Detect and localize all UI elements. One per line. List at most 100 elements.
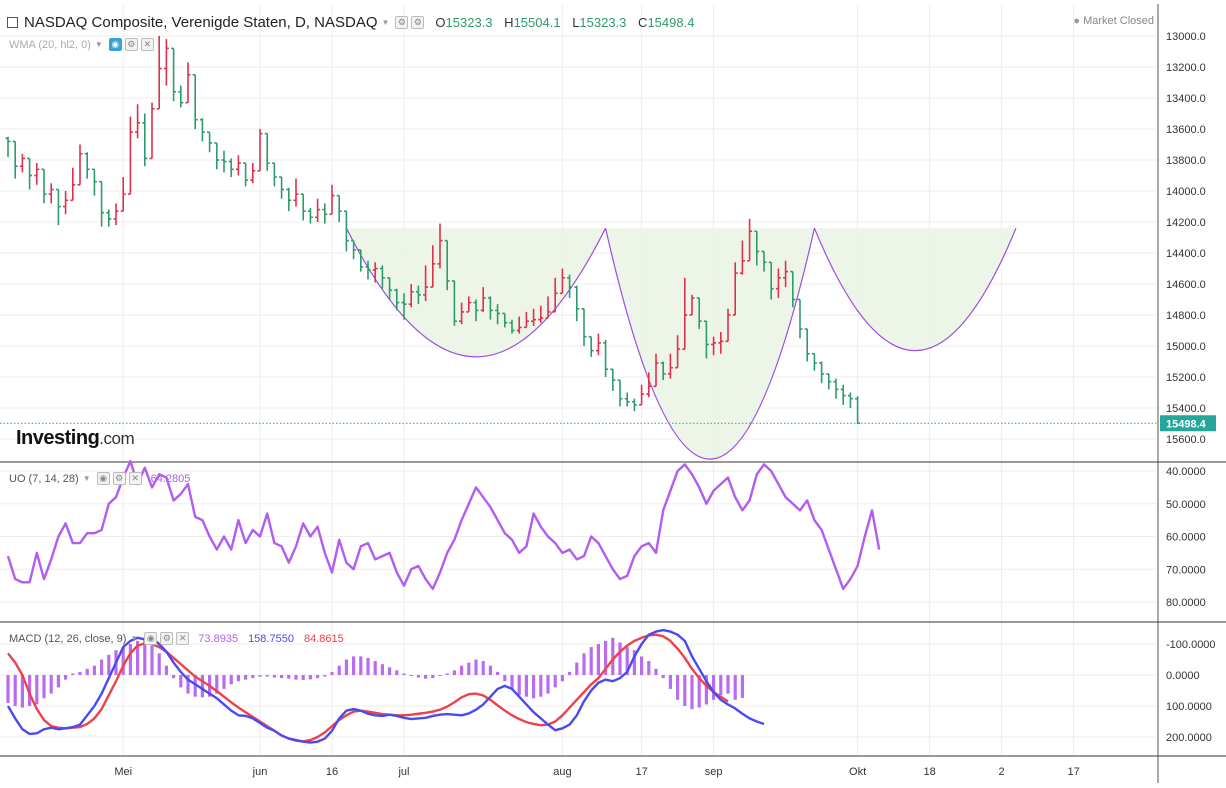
chevron-down-icon[interactable]: ▼ <box>381 18 390 27</box>
ohlc-bar <box>588 335 594 357</box>
chevron-down-icon[interactable]: ▼ <box>94 40 103 49</box>
ohlc-bar <box>372 262 378 283</box>
ohlc-bar <box>761 250 767 272</box>
ohlc-bar <box>286 187 292 212</box>
macd-histogram-bar <box>632 650 636 675</box>
macd-histogram-bar <box>733 675 737 700</box>
ohlc-bar <box>214 142 220 170</box>
gear-icon[interactable]: ⚙ <box>411 16 425 29</box>
eye-icon[interactable]: ◉ <box>108 38 122 51</box>
logo-suffix: .com <box>99 429 135 448</box>
price-axis-tick-label: 13200.0 <box>1166 62 1206 74</box>
macd-histogram-bar <box>107 654 111 675</box>
macd-histogram-bar <box>726 675 730 694</box>
ohlc-bar <box>171 47 177 102</box>
ohlc-bar <box>19 153 25 173</box>
macd-histogram-bar <box>546 675 550 694</box>
ohlc-bar <box>365 260 371 280</box>
ohlc-bar <box>27 157 33 190</box>
ohlc-bar <box>480 287 486 312</box>
ohlc-bar <box>703 320 709 359</box>
eye-icon[interactable]: ◉ <box>144 632 158 645</box>
market-status-text: Market Closed <box>1083 15 1154 27</box>
macd-axis-tick-label: 0.0000 <box>1166 670 1200 682</box>
price-axis-tick-label: 14600.0 <box>1166 279 1206 291</box>
wma-indicator-header: WMA (20, hl2, 0) ▼ ◉ ⚙ ✕ <box>9 38 157 51</box>
ohlc-bar <box>624 392 630 407</box>
instrument-title: NASDAQ Composite, Verenigde Staten, D, N… <box>24 14 378 31</box>
ohlc-bar <box>243 162 249 187</box>
ohlc-bar <box>531 308 537 326</box>
arc-curve <box>813 227 1017 351</box>
macd-histogram-bar <box>683 675 687 706</box>
ohlc-bar <box>646 372 652 398</box>
close-icon[interactable]: ✕ <box>140 38 154 51</box>
eye-icon[interactable]: ◉ <box>96 472 110 485</box>
ohlc-bar <box>250 163 256 184</box>
ohlc-bar <box>185 62 191 104</box>
ohlc-bar <box>99 180 105 227</box>
macd-histogram-bar <box>244 675 248 680</box>
settings-icon[interactable]: ⚙ <box>112 472 126 485</box>
ohlc-bar <box>502 312 508 328</box>
chart-header: NASDAQ Composite, Verenigde Staten, D, N… <box>7 14 694 31</box>
market-status: ● Market Closed <box>1073 15 1154 27</box>
ohlc-bar <box>228 158 234 178</box>
ohlc-bar <box>725 308 731 343</box>
ohlc-bar <box>127 116 133 195</box>
macd-histogram-bar <box>395 670 399 675</box>
ohlc-open-key: O <box>435 15 446 30</box>
settings-icon[interactable]: ⚙ <box>124 38 138 51</box>
price-axis-tick-label: 14400.0 <box>1166 248 1206 260</box>
x-axis-tick-label: jul <box>397 766 409 778</box>
macd-histogram-bar <box>100 659 104 675</box>
macd-histogram-bar <box>532 675 536 699</box>
ohlc-bar <box>120 177 126 212</box>
settings-icon[interactable]: ⚙ <box>160 632 174 645</box>
macd-histogram-bar <box>496 671 500 675</box>
ohlc-bar <box>106 209 112 227</box>
macd-histogram-bar <box>143 639 147 675</box>
x-axis-tick-label: sep <box>705 766 723 778</box>
chevron-down-icon[interactable]: ▼ <box>82 474 91 483</box>
ohlc-bar <box>696 297 702 329</box>
ohlc-bar <box>394 288 400 311</box>
macd-histogram-bar <box>740 675 744 698</box>
close-icon[interactable]: ✕ <box>128 472 142 485</box>
macd-histogram-bar <box>294 675 298 680</box>
macd-histogram-bar <box>236 675 240 682</box>
macd-histogram-bar <box>488 665 492 675</box>
macd-histogram-bar <box>467 662 471 675</box>
ohlc-bar <box>459 302 465 325</box>
macd-histogram-bar <box>640 656 644 675</box>
macd-histogram-bar <box>308 675 312 680</box>
settings-icon[interactable]: ⚙ <box>395 16 409 29</box>
macd-axis-tick-label: 200.0000 <box>1166 732 1212 744</box>
macd-histogram-bar <box>6 675 10 703</box>
macd-histogram-bar <box>604 640 608 675</box>
ohlc-bar <box>41 168 47 204</box>
arc-curve <box>605 228 815 460</box>
uo-axis-tick-label: 50.0000 <box>1166 499 1206 511</box>
price-axis-tick-label: 14800.0 <box>1166 310 1206 322</box>
macd-histogram-bar <box>287 675 291 679</box>
macd-histogram-bar <box>164 665 168 675</box>
close-icon[interactable]: ✕ <box>176 632 190 645</box>
ohlc-bar <box>178 85 184 108</box>
uo-axis-tick-label: 40.0000 <box>1166 466 1206 478</box>
ohlc-bar <box>847 392 853 408</box>
ohlc-bar <box>639 384 645 406</box>
macd-histogram-bar <box>697 675 701 708</box>
ohlc-bar <box>754 230 760 266</box>
collapse-square-icon[interactable] <box>7 17 18 28</box>
ohlc-close-key: C <box>638 15 648 30</box>
ohlc-bar <box>84 152 90 179</box>
macd-histogram-bar <box>647 661 651 675</box>
macd-axis-tick-label: 100.0000 <box>1166 701 1212 713</box>
ohlc-bar <box>747 218 753 262</box>
ohlc-bar <box>790 270 796 308</box>
chevron-down-icon[interactable]: ▼ <box>130 634 139 643</box>
arc-fill <box>346 228 606 357</box>
ohlc-bar <box>257 129 263 172</box>
